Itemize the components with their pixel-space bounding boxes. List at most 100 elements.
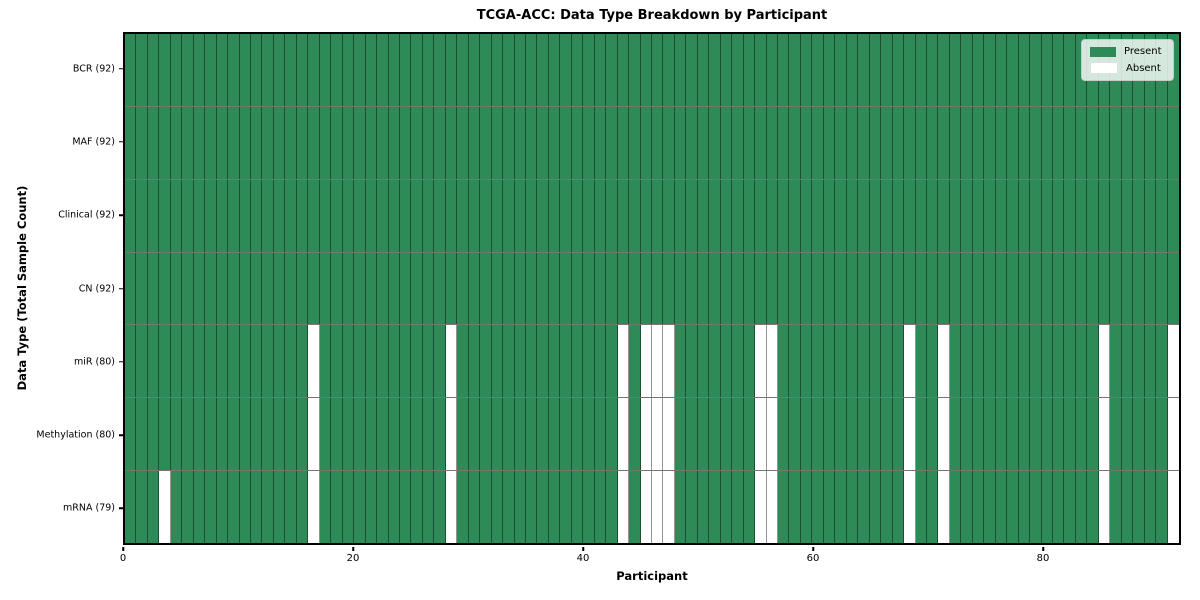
matrix-cell-present [1064, 106, 1076, 179]
matrix-cell-present [1052, 106, 1065, 179]
matrix-cell-present [377, 34, 389, 106]
matrix-cell-present [354, 471, 366, 544]
matrix-cell-present [251, 398, 263, 471]
matrix-cell-present [732, 34, 744, 106]
matrix-cell-present [205, 398, 217, 471]
matrix-cell-present [1064, 34, 1076, 106]
matrix-cell-present [1156, 106, 1168, 179]
matrix-cell-present [629, 252, 641, 325]
matrix-cell-present [1075, 179, 1088, 252]
matrix-cell-present [205, 325, 217, 398]
matrix-cell-present [514, 179, 526, 252]
matrix-cell-present [239, 34, 252, 106]
matrix-cell-present [251, 106, 263, 179]
matrix-cell-present [365, 106, 378, 179]
matrix-cell-present [812, 179, 824, 252]
matrix-cell-present [170, 106, 183, 179]
matrix-cell-present [170, 252, 183, 325]
matrix-cell-present [170, 325, 183, 398]
matrix-cell-present [629, 398, 641, 471]
matrix-cell-absent [663, 398, 675, 471]
y-tick-label: miR (80) [73, 356, 115, 368]
matrix-cell-present [273, 471, 286, 544]
matrix-cell-present [388, 252, 400, 325]
matrix-cell-present [365, 34, 378, 106]
matrix-cell-present [503, 252, 515, 325]
matrix-cell-present [961, 106, 973, 179]
matrix-cell-present [537, 471, 549, 544]
matrix-cell-present [812, 106, 824, 179]
matrix-cell-present [285, 398, 297, 471]
matrix-cell-present [365, 179, 378, 252]
matrix-cell-present [136, 252, 148, 325]
matrix-cell-present [411, 398, 423, 471]
matrix-cell-present [800, 34, 813, 106]
matrix-cell-present [606, 252, 618, 325]
matrix-cell-present [949, 106, 962, 179]
matrix-cell-present [789, 179, 801, 252]
matrix-cell-present [571, 471, 584, 544]
legend-label-present: Present [1124, 46, 1162, 57]
matrix-cell-present [972, 471, 985, 544]
matrix-cell-present [193, 398, 206, 471]
matrix-cell-present [147, 252, 160, 325]
matrix-cell-present [216, 325, 229, 398]
matrix-cell-present [846, 179, 859, 252]
matrix-cell-present [881, 471, 893, 544]
matrix-cell-present [984, 471, 996, 544]
matrix-cell-present [434, 325, 446, 398]
matrix-cell-present [193, 471, 206, 544]
matrix-cell-present [1110, 252, 1122, 325]
matrix-cell-absent [663, 471, 675, 544]
matrix-cell-present [159, 252, 171, 325]
matrix-cell-present [537, 106, 549, 179]
matrix-cell-present [583, 179, 595, 252]
matrix-cell-present [583, 106, 595, 179]
matrix-cell-present [308, 106, 320, 179]
matrix-cell-present [823, 398, 836, 471]
matrix-cell-present [434, 179, 446, 252]
matrix-cell-present [926, 106, 939, 179]
matrix-cell-absent [755, 325, 767, 398]
matrix-cell-present [182, 398, 194, 471]
matrix-cell-absent [766, 398, 779, 471]
matrix-cell-present [949, 398, 962, 471]
matrix-cell-present [972, 106, 985, 179]
matrix-cell-present [674, 325, 687, 398]
matrix-cell-present [480, 398, 492, 471]
matrix-cell-present [342, 398, 355, 471]
matrix-cell-present [800, 252, 813, 325]
matrix-cell-present [720, 34, 733, 106]
matrix-cell-present [1121, 106, 1134, 179]
matrix-cell-absent [445, 398, 458, 471]
matrix-cell-present [216, 398, 229, 471]
matrix-cell-present [789, 471, 801, 544]
matrix-cell-present [1156, 471, 1168, 544]
matrix-cell-present [1052, 179, 1065, 252]
matrix-cell-present [285, 106, 297, 179]
matrix-cell-present [743, 252, 756, 325]
matrix-cell-present [342, 106, 355, 179]
matrix-cell-present [193, 34, 206, 106]
matrix-cell-present [938, 179, 950, 252]
matrix-cell-present [1052, 325, 1065, 398]
matrix-cell-present [331, 106, 343, 179]
matrix-cell-present [1110, 106, 1122, 179]
matrix-cell-present [548, 106, 561, 179]
matrix-row-mir [125, 325, 1179, 399]
matrix-cell-present [732, 398, 744, 471]
matrix-cell-present [216, 471, 229, 544]
matrix-cell-present [938, 252, 950, 325]
matrix-cell-present [1030, 106, 1042, 179]
matrix-cell-present [858, 179, 870, 252]
matrix-cell-present [1156, 179, 1168, 252]
matrix-cell-present [686, 179, 698, 252]
matrix-cell-present [560, 325, 572, 398]
matrix-cell-present [457, 471, 469, 544]
matrix-cell-present [961, 34, 973, 106]
matrix-cell-present [228, 471, 240, 544]
matrix-cell-present [480, 471, 492, 544]
matrix-cell-present [1133, 179, 1145, 252]
matrix-row-bcr [125, 34, 1179, 107]
matrix-cell-present [881, 325, 893, 398]
